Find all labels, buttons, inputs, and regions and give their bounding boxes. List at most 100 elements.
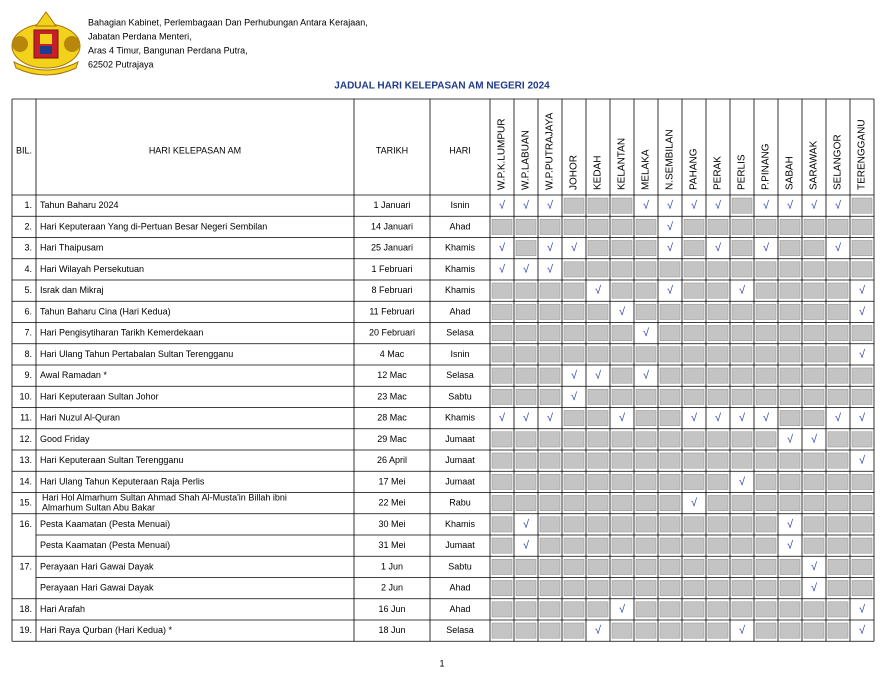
holiday-check: √ (739, 285, 746, 297)
no-holiday-cell (611, 388, 633, 405)
no-holiday-cell (659, 580, 681, 597)
no-holiday-cell (755, 495, 777, 512)
no-holiday-cell (731, 495, 753, 512)
no-holiday-cell (611, 431, 633, 448)
no-holiday-cell (587, 261, 609, 278)
holiday-day: Sabtu (448, 391, 472, 401)
no-holiday-cell (563, 410, 585, 427)
no-holiday-cell (851, 197, 873, 214)
holiday-check: √ (499, 242, 506, 254)
holiday-day: Jumaat (445, 476, 475, 486)
no-holiday-cell (755, 558, 777, 575)
no-holiday-cell (779, 580, 801, 597)
no-holiday-cell (515, 218, 537, 235)
no-holiday-cell (851, 473, 873, 490)
holiday-day: Sabtu (448, 561, 472, 571)
no-holiday-cell (539, 516, 561, 533)
no-holiday-cell (707, 495, 729, 512)
no-holiday-cell (683, 388, 705, 405)
holiday-date: 1 Jun (381, 561, 403, 571)
no-holiday-cell (539, 622, 561, 639)
no-holiday-cell (587, 516, 609, 533)
holiday-day: Ahad (449, 604, 470, 614)
no-holiday-cell (587, 580, 609, 597)
row-number: 15. (19, 498, 32, 508)
holiday-day: Ahad (449, 306, 470, 316)
no-holiday-cell (779, 240, 801, 257)
no-holiday-cell (803, 303, 825, 320)
no-holiday-cell (563, 495, 585, 512)
holiday-check: √ (547, 412, 554, 424)
no-holiday-cell (539, 388, 561, 405)
holiday-name: Good Friday (40, 434, 90, 444)
no-holiday-cell (755, 325, 777, 342)
no-holiday-cell (803, 261, 825, 278)
no-holiday-cell (731, 516, 753, 533)
no-holiday-cell (659, 495, 681, 512)
no-holiday-cell (491, 282, 513, 299)
no-holiday-cell (779, 622, 801, 639)
no-holiday-cell (491, 622, 513, 639)
no-holiday-cell (827, 516, 849, 533)
no-holiday-cell (491, 367, 513, 384)
row-number: 2. (24, 221, 32, 231)
no-holiday-cell (707, 325, 729, 342)
no-holiday-cell (827, 261, 849, 278)
holiday-name: Almarhum Sultan Abu Bakar (42, 503, 155, 513)
holiday-date: 2 Jun (381, 583, 403, 593)
no-holiday-cell (683, 431, 705, 448)
no-holiday-cell (659, 516, 681, 533)
no-holiday-cell (827, 452, 849, 469)
no-holiday-cell (563, 218, 585, 235)
no-holiday-cell (707, 303, 729, 320)
no-holiday-cell (779, 601, 801, 618)
no-holiday-cell (587, 303, 609, 320)
state-header: KELANTAN (617, 138, 628, 190)
no-holiday-cell (539, 558, 561, 575)
no-holiday-cell (659, 537, 681, 554)
no-holiday-cell (827, 601, 849, 618)
no-holiday-cell (683, 452, 705, 469)
no-holiday-cell (587, 473, 609, 490)
row-number: 12. (19, 434, 32, 444)
no-holiday-cell (755, 452, 777, 469)
holiday-check: √ (523, 412, 530, 424)
no-holiday-cell (539, 303, 561, 320)
no-holiday-cell (563, 346, 585, 363)
no-holiday-cell (659, 325, 681, 342)
state-header: P.PINANG (761, 143, 772, 190)
no-holiday-cell (779, 410, 801, 427)
holiday-name: Pesta Kaamatan (Pesta Menuai) (40, 519, 170, 529)
no-holiday-cell (827, 537, 849, 554)
row-number: 14. (19, 476, 32, 486)
no-holiday-cell (683, 537, 705, 554)
no-holiday-cell (635, 516, 657, 533)
no-holiday-cell (827, 580, 849, 597)
no-holiday-cell (827, 388, 849, 405)
row-number: 4. (24, 264, 32, 274)
no-holiday-cell (611, 346, 633, 363)
holiday-check: √ (739, 476, 746, 488)
no-holiday-cell (851, 431, 873, 448)
no-holiday-cell (539, 495, 561, 512)
no-holiday-cell (491, 580, 513, 597)
doc-title: JADUAL HARI KELEPASAN AM NEGERI 2024 (334, 81, 550, 92)
holiday-check: √ (835, 200, 842, 212)
row-number: 7. (24, 328, 32, 338)
holiday-check: √ (811, 200, 818, 212)
no-holiday-cell (851, 388, 873, 405)
no-holiday-cell (755, 473, 777, 490)
no-holiday-cell (803, 325, 825, 342)
holiday-name: Perayaan Hari Gawai Dayak (40, 561, 154, 571)
no-holiday-cell (707, 601, 729, 618)
no-holiday-cell (803, 452, 825, 469)
holiday-day: Ahad (449, 221, 470, 231)
no-holiday-cell (683, 240, 705, 257)
row-number: 16. (19, 519, 32, 529)
no-holiday-cell (587, 218, 609, 235)
no-holiday-cell (539, 282, 561, 299)
no-holiday-cell (635, 452, 657, 469)
no-holiday-cell (563, 431, 585, 448)
no-holiday-cell (611, 473, 633, 490)
holiday-day: Ahad (449, 583, 470, 593)
